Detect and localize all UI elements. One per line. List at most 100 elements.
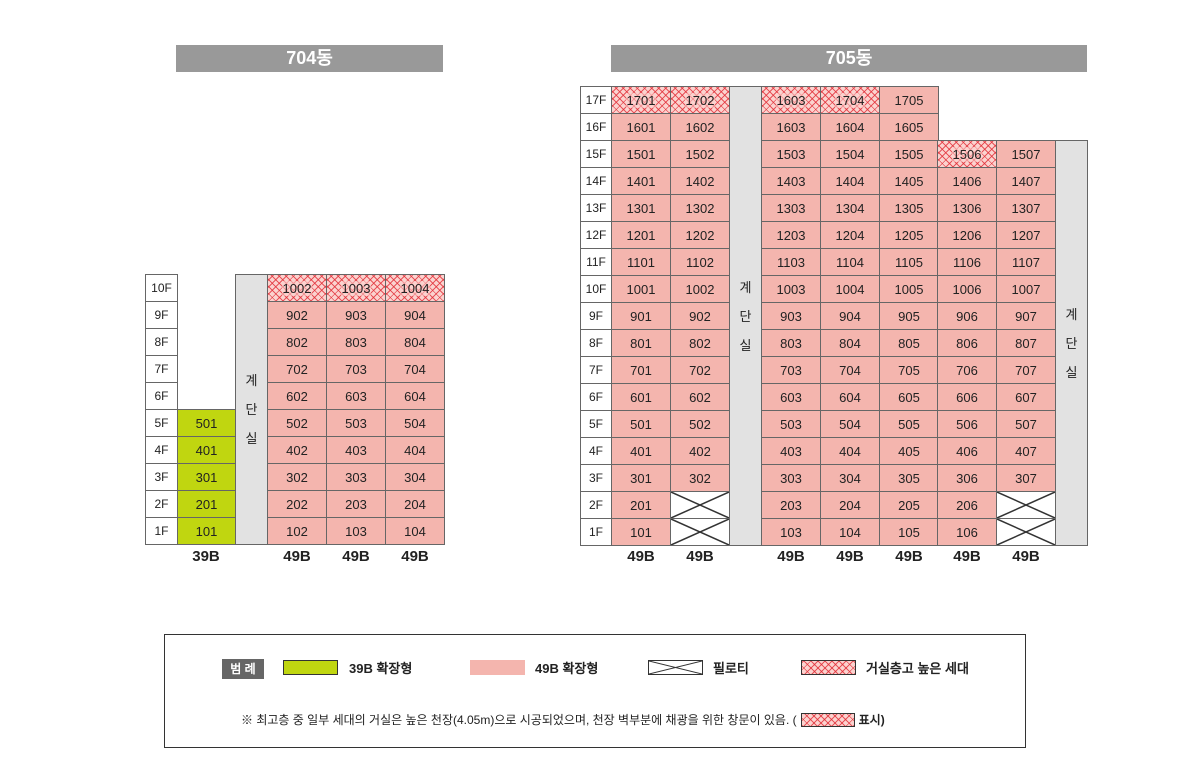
unit-number: 601 [630,389,652,405]
unit-49b: 506 [937,410,997,438]
unit-number: 12F [585,228,607,242]
unit-number: 1402 [685,173,715,189]
unit-number: 904 [404,307,426,323]
unit-49b: 1502 [670,140,730,168]
unit-49b: 304 [385,463,445,491]
unit-49b: 802 [670,329,730,357]
unit-number: 602 [286,388,308,404]
unit-number: 1303 [776,200,806,216]
unit-number: 1004 [399,280,431,296]
unit-number: 607 [1015,389,1037,405]
unit-number: 503 [345,415,367,431]
unit-number: 1204 [835,227,865,243]
unit-number: 103 [780,524,802,540]
unit-49b: 1401 [611,167,671,195]
unit-49b: 901 [611,302,671,330]
building-705-title: 705동 [611,45,1087,72]
unit-number: 9F [154,308,169,322]
unit-type-label: 49B [686,548,714,565]
unit-number: 501 [630,416,652,432]
unit-49b: 1304 [820,194,880,222]
unit-number: 205 [898,497,920,513]
unit-number: 401 [630,443,652,459]
unit-number: 805 [898,335,920,351]
unit-49b: 402 [267,436,327,464]
unit-49b: 602 [670,383,730,411]
unit-49b: 303 [326,463,386,491]
floor-label: 8F [145,328,178,356]
unit-number: 803 [345,334,367,350]
unit-number: 302 [286,469,308,485]
unit-39b: 501 [177,409,236,437]
floor-label: 9F [580,302,612,330]
unit-49b: 504 [385,409,445,437]
unit-49b: 707 [996,356,1056,384]
floor-label: 1F [580,518,612,546]
unit-number: 1702 [684,92,716,108]
unit-number: 5F [588,417,603,431]
unit-number: 504 [404,415,426,431]
legend-note-swatch [800,712,855,727]
unit-number: 306 [956,470,978,486]
unit-49b: 206 [937,491,997,519]
unit-49b: 1305 [879,194,939,222]
unit-49b: 804 [385,328,445,356]
unit-49b: 1203 [761,221,821,249]
unit-49b: 1503 [761,140,821,168]
unit-49b: 1507 [996,140,1056,168]
unit-49b: 1302 [670,194,730,222]
unit-49b: 104 [820,518,880,546]
unit-number: 902 [689,308,711,324]
unit-49b: 1605 [879,113,939,141]
legend-note: ※ 최고층 중 일부 세대의 거실은 높은 천장(4.05m)으로 시공되었으며… [241,711,885,728]
unit-49b: 1103 [761,248,821,276]
unit-number: 1102 [686,254,714,270]
unit-number: 1306 [952,200,982,216]
unit-number: 1506 [951,146,983,162]
unit-49b: 1705 [879,86,939,114]
floor-label: 11F [580,248,612,276]
unit-type-label: 49B [401,548,429,565]
unit-number: 1503 [776,146,806,162]
unit-49b: 1303 [761,194,821,222]
unit-number: 1704 [834,92,866,108]
floor-label: 2F [580,491,612,519]
unit-49b: 1204 [820,221,880,249]
unit-number: 2F [588,498,603,512]
unit-number: 7F [588,363,603,377]
building-704-title: 704동 [176,45,443,72]
legend-label-49b: 49B 확장형 [535,661,599,676]
unit-number: 17F [585,93,607,107]
unit-type-label: 49B [342,548,370,565]
unit-number: 905 [898,308,920,324]
unit-49b: 103 [326,517,386,545]
floor-label: 16F [580,113,612,141]
unit-type-label: 49B [777,548,805,565]
unit-49b: 1603 [761,113,821,141]
unit-number: 104 [839,524,861,540]
unit-number: 1605 [894,119,924,135]
unit-number: 304 [404,469,426,485]
unit-49b: 705 [879,356,939,384]
floor-label: 6F [145,382,178,410]
unit-number: 706 [956,362,978,378]
unit-49b: 605 [879,383,939,411]
floor-label: 13F [580,194,612,222]
unit-49b: 106 [937,518,997,546]
unit-number: 1401 [626,173,656,189]
unit-number: 404 [839,443,861,459]
unit-49b: 202 [267,490,327,518]
unit-49b: 105 [879,518,939,546]
unit-number: 404 [404,442,426,458]
unit-49b: 803 [326,328,386,356]
unit-number: 1301 [626,200,656,216]
unit-type-label: 49B [283,548,311,565]
unit-49b: 604 [820,383,880,411]
unit-number: 903 [345,307,367,323]
unit-49b: 503 [761,410,821,438]
unit-number: 1404 [835,173,865,189]
unit-number: 1406 [952,173,982,189]
unit-49b: 103 [761,518,821,546]
unit-49b: 903 [326,301,386,329]
unit-number: 1504 [835,146,865,162]
